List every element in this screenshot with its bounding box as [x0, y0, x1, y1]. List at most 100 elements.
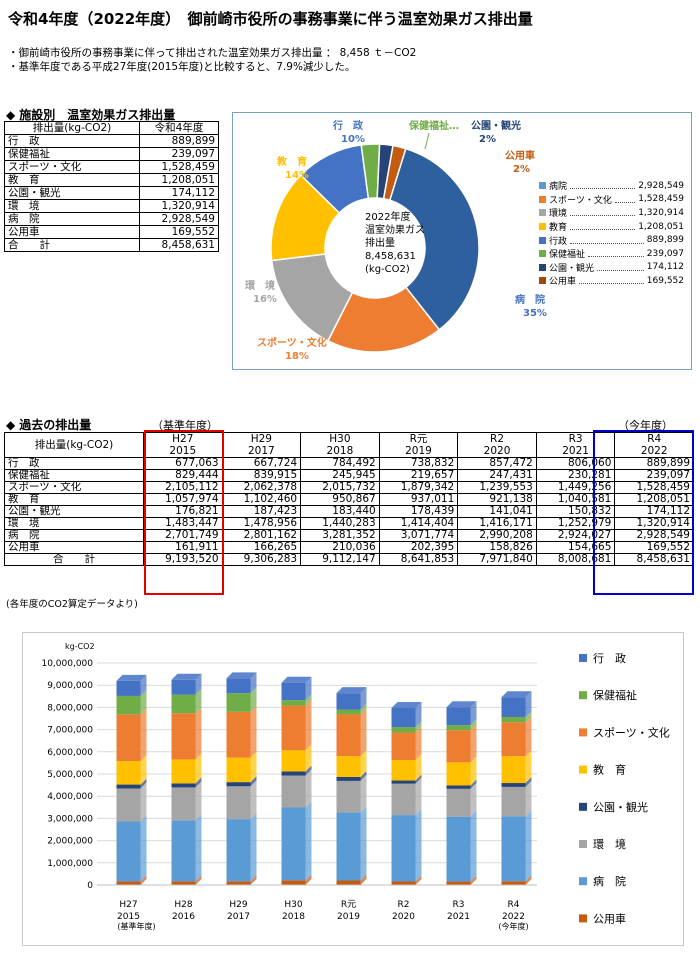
leader-line — [424, 132, 430, 150]
x-tick-year: 2018 — [282, 912, 305, 922]
bar-segment — [226, 757, 251, 783]
legend-swatch — [539, 223, 546, 231]
legend-swatch — [579, 654, 587, 662]
total-value: 9,112,147 — [300, 553, 380, 566]
legend-name: 公園・観光 — [549, 263, 595, 274]
bar-segment — [171, 759, 196, 784]
year-header: R4 2022 — [614, 432, 694, 458]
bar-segment-side — [415, 702, 422, 728]
cell-value: 2,062,378 — [221, 481, 302, 494]
cell-value: 239,097 — [614, 469, 694, 482]
table-row: 教 育 1,057,974 1,102,460 950,867 937,011 921,1… — [4, 493, 694, 506]
table-row: 公園・観光 176,821 187,423 183,440 178,439 141,041… — [4, 505, 694, 518]
bar-segment — [446, 762, 471, 786]
legend-dots — [570, 209, 636, 217]
legend-item: 教育 1,208,051 — [539, 220, 684, 234]
bar-segment — [391, 815, 416, 882]
bar-segment — [391, 881, 416, 885]
bar-segment-side — [140, 708, 147, 762]
donut-label-name: スポーツ・文化 — [257, 336, 327, 349]
legend-swatch — [539, 250, 546, 258]
cell-value: 1,528,459 — [614, 481, 694, 494]
table-row: 公園・観光 174,112 — [4, 186, 219, 200]
bar-top — [446, 701, 477, 708]
cell-value: 1,440,283 — [300, 517, 380, 530]
donut-center-text: 温室効果ガス — [365, 223, 425, 236]
cell-value: 829,444 — [143, 469, 223, 482]
bar-segment — [446, 881, 471, 885]
cell-value: 1,478,956 — [221, 517, 302, 530]
legend-item: 保健福祉 239,097 — [539, 247, 684, 261]
legend-name: 教育 — [549, 223, 568, 234]
bar-segment-side — [140, 778, 147, 789]
year-era: R元 — [409, 433, 428, 445]
year-ad: 2019 — [405, 445, 432, 457]
bar-segment — [171, 679, 196, 695]
bar-segment-side — [525, 750, 532, 784]
x-tick-era: R3 — [453, 900, 465, 910]
table-row: 保健福祉 829,444 839,915 245,945 219,657 247,431 2… — [4, 469, 694, 482]
bar-segment-side — [470, 701, 477, 726]
bar-segment — [501, 716, 526, 723]
year-era: H30 — [329, 433, 351, 445]
bar-segment-side — [305, 699, 312, 751]
table-row: 公用車 161,911 166,265 210,036 202,395 158,826 15… — [4, 541, 694, 554]
row-name: 行 政 — [4, 457, 144, 470]
total-value: 8,458,631 — [614, 553, 694, 566]
cell-value: 174,112 — [614, 505, 694, 518]
legend-name: 公用車 — [549, 277, 577, 288]
bar-segment — [446, 707, 471, 726]
table-row: 環 境 1,320,914 — [4, 199, 219, 213]
bar-segment-side — [470, 782, 477, 817]
legend-swatch — [539, 263, 546, 271]
x-tick-note: (基準年度) — [117, 921, 155, 931]
x-tick-year: 2017 — [227, 912, 250, 922]
year-header: R2 2020 — [457, 432, 537, 458]
legend-item: 病院 2,928,549 — [539, 179, 684, 193]
bar-top — [226, 672, 257, 679]
donut-label-name: 公用車 — [505, 149, 535, 162]
y-tick-label: 10,000,000 — [41, 659, 93, 669]
bar-segment — [281, 880, 306, 885]
y-tick-label: 3,000,000 — [47, 814, 93, 824]
donut-label-name: 公園・観光 — [471, 119, 521, 132]
diamond-icon: ◆ — [6, 108, 16, 122]
total-value: 8,641,853 — [378, 553, 459, 566]
legend-dots — [570, 223, 636, 231]
cell-value: 1,057,974 — [143, 493, 223, 506]
row-value: 1,528,459 — [139, 160, 219, 174]
legend-swatch — [579, 802, 587, 811]
cell-value: 1,483,447 — [143, 517, 223, 530]
y-tick-label: 2,000,000 — [47, 837, 93, 847]
y-tick-label: 9,000,000 — [47, 681, 93, 691]
year-ad: 2022 — [640, 445, 668, 457]
bar-segment — [281, 705, 306, 751]
bar-segment — [226, 678, 251, 694]
bar-segment-side — [250, 776, 257, 787]
row-name: スポーツ・文化 — [4, 160, 140, 174]
y-tick-label: 5,000,000 — [47, 770, 93, 780]
legend-label: 教 育 — [593, 763, 626, 777]
bar-segment-side — [415, 774, 422, 784]
cell-value: 247,431 — [457, 469, 537, 482]
bar-segment — [391, 708, 416, 728]
cell-value: 3,281,352 — [300, 529, 380, 542]
donut-legend: 病院 2,928,549 スポーツ・文化 1,528,459 環境 1,320,914 教育… — [539, 179, 684, 288]
row-name: 保健福祉 — [4, 469, 144, 482]
table-header-row: 排出量(kg-CO2) H27 2015 H29 2017 H30 2018 R元 2019 R2… — [4, 432, 694, 458]
x-tick-year: 2019 — [337, 912, 360, 922]
legend-swatch — [539, 236, 546, 244]
row-name: 公用車 — [4, 541, 144, 554]
bar-top — [116, 674, 147, 681]
legend-dots — [597, 264, 644, 271]
row-name: 教 育 — [4, 173, 140, 187]
cell-value: 230,281 — [535, 469, 616, 482]
table-row: 行 政 889,899 — [4, 134, 219, 148]
bar-segment-side — [140, 755, 147, 785]
stacked-bar-chart-panel: kg-CO2 0 1,000,000 2,000,000 3,000,000 4,000,… — [22, 632, 684, 946]
year-header: R元 2019 — [378, 432, 459, 458]
row-name: 合 計 — [4, 238, 140, 252]
bar-segment — [391, 732, 416, 761]
cell-value: 141,041 — [457, 505, 537, 518]
bar-segment-side — [195, 707, 202, 760]
